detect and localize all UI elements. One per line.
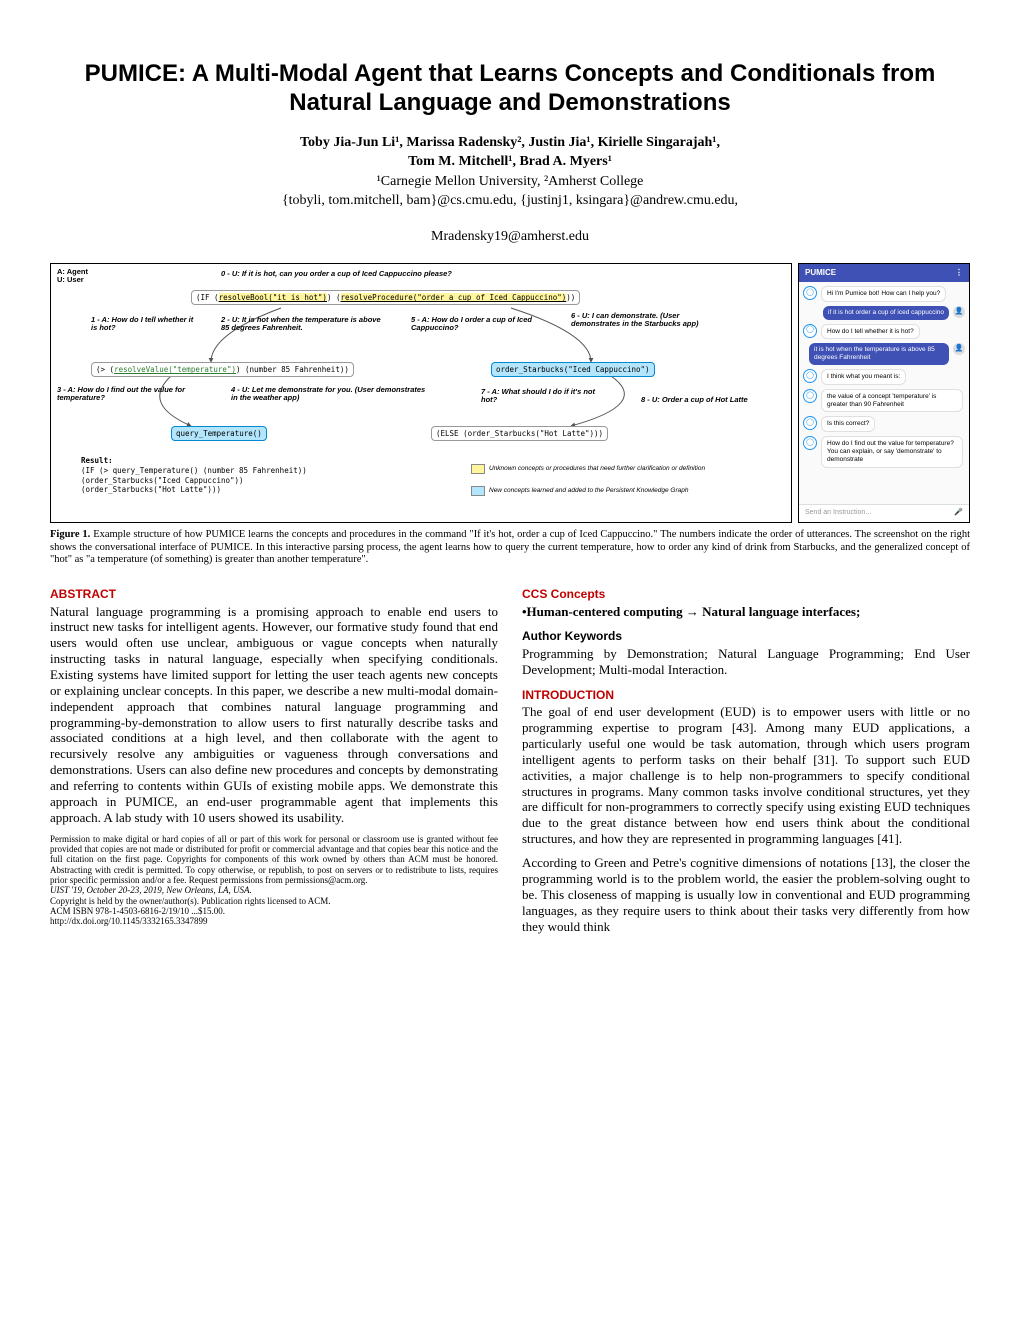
copyright-l4: ACM ISBN 978-1-4503-6816-2/19/10 ...$15.… bbox=[50, 906, 498, 916]
chat-header: PUMICE ⋮ bbox=[799, 264, 969, 282]
intro-p2: According to Green and Petre's cognitive… bbox=[522, 855, 970, 934]
code-top: (IF (resolveBool("it is hot")) (resolveP… bbox=[191, 290, 580, 305]
utterance-3: 3 - A: How do I find out the value for t… bbox=[57, 386, 207, 403]
figure-1-chat: PUMICE ⋮ ◯ Hi I'm Pumice bot! How can I h… bbox=[798, 263, 970, 523]
chat-bubble: How do I find out the value for temperat… bbox=[821, 436, 963, 467]
keywords-heading: Author Keywords bbox=[522, 629, 970, 644]
abstract-text: Natural language programming is a promis… bbox=[50, 604, 498, 826]
utterance-5: 5 - A: How do I order a cup of Iced Capp… bbox=[411, 316, 541, 333]
caption-text: Example structure of how PUMICE learns t… bbox=[50, 529, 970, 565]
chat-row: ◯ I think what you meant is: bbox=[803, 369, 965, 385]
key-user: U: User bbox=[57, 275, 84, 284]
body-columns: ABSTRACT Natural language programming is… bbox=[50, 577, 970, 942]
chat-title: PUMICE bbox=[805, 268, 836, 277]
figure-1-diagram: A: Agent U: User 0 - U: If it is hot, ca… bbox=[50, 263, 792, 523]
result-l1: (IF (> query_Temperature() (number 85 Fa… bbox=[81, 466, 307, 475]
legend-sq-learned bbox=[471, 486, 485, 496]
bot-avatar-icon: ◯ bbox=[803, 324, 817, 338]
copyright-l3: Copyright is held by the owner/author(s)… bbox=[50, 896, 498, 906]
legend-sq-unknown bbox=[471, 464, 485, 474]
bot-avatar-icon: ◯ bbox=[803, 416, 817, 430]
user-avatar-icon: 👤 bbox=[953, 306, 965, 318]
emails-line-1: {tobyli, tom.mitchell, bam}@cs.cmu.edu, … bbox=[50, 192, 970, 210]
authors-line-1: Toby Jia-Jun Li¹, Marissa Radensky², Jus… bbox=[50, 134, 970, 152]
utterance-8: 8 - U: Order a cup of Hot Latte bbox=[641, 396, 761, 404]
copyright-l5: http://dx.doi.org/10.1145/3332165.334789… bbox=[50, 916, 498, 926]
chat-input[interactable]: Send an Instruction... 🎤 bbox=[799, 504, 969, 522]
intro-p1: The goal of end user development (EUD) i… bbox=[522, 704, 970, 847]
utterance-1: 1 - A: How do I tell whether it is hot? bbox=[91, 316, 201, 333]
chat-row: 👤 if it is hot order a cup of iced cappuc… bbox=[803, 306, 965, 320]
chat-menu-icon[interactable]: ⋮ bbox=[955, 268, 963, 278]
legend-learned: New concepts learned and added to the Pe… bbox=[489, 487, 688, 495]
figure-1: A: Agent U: User 0 - U: If it is hot, ca… bbox=[50, 263, 970, 523]
utterance-7: 7 - A: What should I do if it's not hot? bbox=[481, 388, 611, 405]
chat-row: ◯ How do I tell whether it is hot? bbox=[803, 324, 965, 340]
chat-bubble: How do I tell whether it is hot? bbox=[821, 324, 920, 340]
ccs-text: •Human-centered computing → Natural lang… bbox=[522, 604, 970, 620]
chat-bubble: Is this correct? bbox=[821, 416, 875, 432]
authors-line-2: Tom M. Mitchell¹, Brad A. Myers¹ bbox=[50, 153, 970, 171]
chat-bubble: Hi I'm Pumice bot! How can I help you? bbox=[821, 286, 946, 302]
result-l2: (order_Starbucks("Iced Cappuccino")) bbox=[81, 476, 244, 485]
abstract-heading: ABSTRACT bbox=[50, 587, 498, 602]
result-label: Result: bbox=[81, 456, 113, 465]
figure-1-caption: Figure 1. Example structure of how PUMIC… bbox=[50, 529, 970, 567]
chat-row: ◯ the value of a concept 'temperature' is… bbox=[803, 389, 965, 413]
utterance-6: 6 - U: I can demonstrate. (User demonstr… bbox=[571, 312, 721, 329]
chat-body: ◯ Hi I'm Pumice bot! How can I help you? 👤… bbox=[799, 282, 969, 504]
bot-avatar-icon: ◯ bbox=[803, 436, 817, 450]
proc-bottom-left: query_Temperature() bbox=[171, 426, 267, 441]
chat-bubble: I think what you meant is: bbox=[821, 369, 906, 385]
result-l3: (order_Starbucks("Hot Latte"))) bbox=[81, 485, 221, 494]
intro-heading: INTRODUCTION bbox=[522, 688, 970, 703]
chat-input-placeholder: Send an Instruction... bbox=[805, 509, 871, 518]
paper-title: PUMICE: A Multi-Modal Agent that Learns … bbox=[50, 60, 970, 118]
chat-bubble: if it is hot order a cup of iced cappucc… bbox=[823, 306, 949, 320]
ccs-heading: CCS Concepts bbox=[522, 587, 970, 602]
utterance-0: 0 - U: If it is hot, can you order a cup… bbox=[221, 270, 452, 278]
utterance-4: 4 - U: Let me demonstrate for you. (User… bbox=[231, 386, 431, 403]
chat-row: 👤 it is hot when the temperature is above… bbox=[803, 343, 965, 365]
chat-bubble: the value of a concept 'temperature' is … bbox=[821, 389, 963, 413]
utterance-2: 2 - U: It is hot when the temperature is… bbox=[221, 316, 391, 333]
proc-mid-right: order_Starbucks("Iced Cappuccino") bbox=[491, 362, 655, 377]
chat-bubble: it is hot when the temperature is above … bbox=[809, 343, 949, 365]
copyright-l2: UIST '19, October 20-23, 2019, New Orlea… bbox=[50, 885, 498, 895]
legend-unknown: Unknown concepts or procedures that need… bbox=[489, 465, 705, 473]
emails-line-2: Mradensky19@amherst.edu bbox=[50, 228, 970, 246]
copyright-block: Permission to make digital or hard copie… bbox=[50, 834, 498, 927]
mic-icon[interactable]: 🎤 bbox=[954, 509, 963, 518]
chat-row: ◯ Is this correct? bbox=[803, 416, 965, 432]
chat-row: ◯ Hi I'm Pumice bot! How can I help you? bbox=[803, 286, 965, 302]
chat-row: ◯ How do I find out the value for tempera… bbox=[803, 436, 965, 467]
caption-lead: Figure 1. bbox=[50, 529, 90, 540]
code-bottom-right: (ELSE (order_Starbucks("Hot Latte"))) bbox=[431, 426, 608, 441]
bot-avatar-icon: ◯ bbox=[803, 369, 817, 383]
affiliations: ¹Carnegie Mellon University, ²Amherst Co… bbox=[50, 173, 970, 191]
copyright-l1: Permission to make digital or hard copie… bbox=[50, 834, 498, 886]
bot-avatar-icon: ◯ bbox=[803, 389, 817, 403]
keywords-text: Programming by Demonstration; Natural La… bbox=[522, 646, 970, 678]
bot-avatar-icon: ◯ bbox=[803, 286, 817, 300]
user-avatar-icon: 👤 bbox=[953, 343, 965, 355]
code-mid-left: (> (resolveValue("temperature")) (number… bbox=[91, 362, 354, 377]
